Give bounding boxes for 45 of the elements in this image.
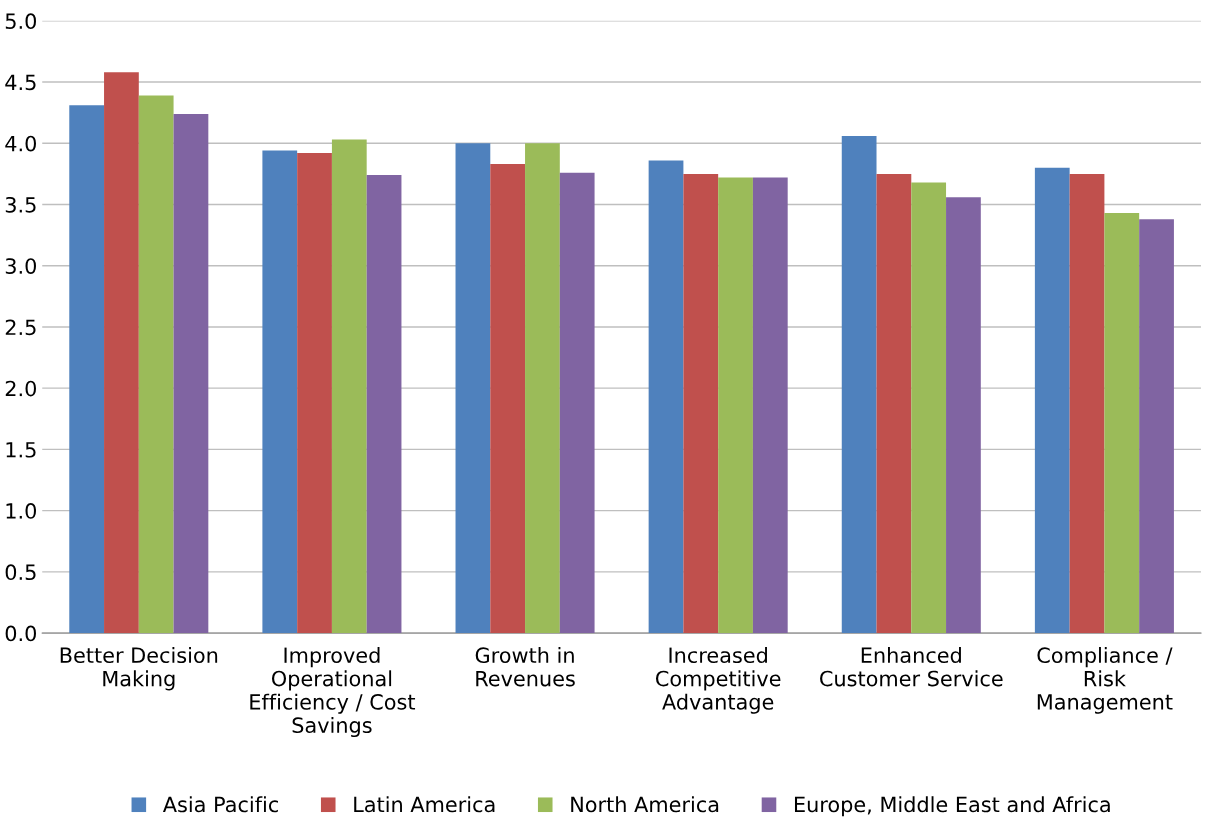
y-tick-label: 4.0 — [5, 135, 36, 152]
y-tick-label: 0.5 — [5, 564, 36, 581]
bar — [946, 197, 981, 634]
bar — [366, 175, 402, 634]
x-tick-label: Compliance / Risk Management — [1037, 646, 1173, 714]
bar — [718, 177, 753, 634]
bar — [297, 153, 332, 634]
bar — [525, 143, 560, 634]
x-tick-label: Growth in Revenues — [475, 646, 575, 687]
x-tick-label: Improved Operational Efficiency / Cost Savings — [250, 646, 416, 738]
bar — [331, 139, 367, 634]
y-tick-label: 1.5 — [6, 442, 36, 458]
y-tick-label: 0.0 — [5, 625, 36, 642]
legend-label: Europe, Middle East and Africa — [794, 796, 1110, 817]
bar — [1104, 213, 1140, 634]
bar — [1069, 173, 1105, 634]
y-tick-label: 5.0 — [5, 13, 36, 30]
y-tick-label: 2.5 — [5, 319, 36, 336]
bar — [173, 113, 209, 634]
y-tick-label: 3.0 — [5, 258, 36, 274]
bar — [841, 135, 877, 634]
x-tick-label: Increased Competitive Advantage — [655, 646, 781, 714]
bar — [911, 182, 947, 634]
bar — [138, 95, 174, 634]
bar — [69, 105, 105, 634]
bar — [490, 164, 526, 634]
bar — [683, 173, 719, 634]
x-tick-label: Better Decision Making — [60, 646, 218, 691]
bar — [262, 150, 298, 634]
y-tick-label: 1.0 — [6, 503, 36, 519]
y-tick-label: 4.5 — [5, 74, 36, 91]
bar — [876, 173, 912, 634]
y-tick-label: 3.5 — [5, 196, 36, 213]
x-tick-label: Enhanced Customer Service — [820, 646, 1003, 687]
bar — [455, 143, 491, 634]
legend-label: Asia Pacific — [162, 796, 278, 813]
bar — [752, 177, 788, 634]
legend-label: Latin America — [354, 796, 495, 813]
bar — [648, 160, 684, 634]
bar — [1034, 167, 1070, 634]
bar — [104, 72, 139, 634]
bar — [1139, 219, 1174, 634]
legend-label: North America — [571, 796, 719, 813]
bar — [559, 172, 595, 634]
y-tick-label: 2.0 — [5, 380, 36, 397]
